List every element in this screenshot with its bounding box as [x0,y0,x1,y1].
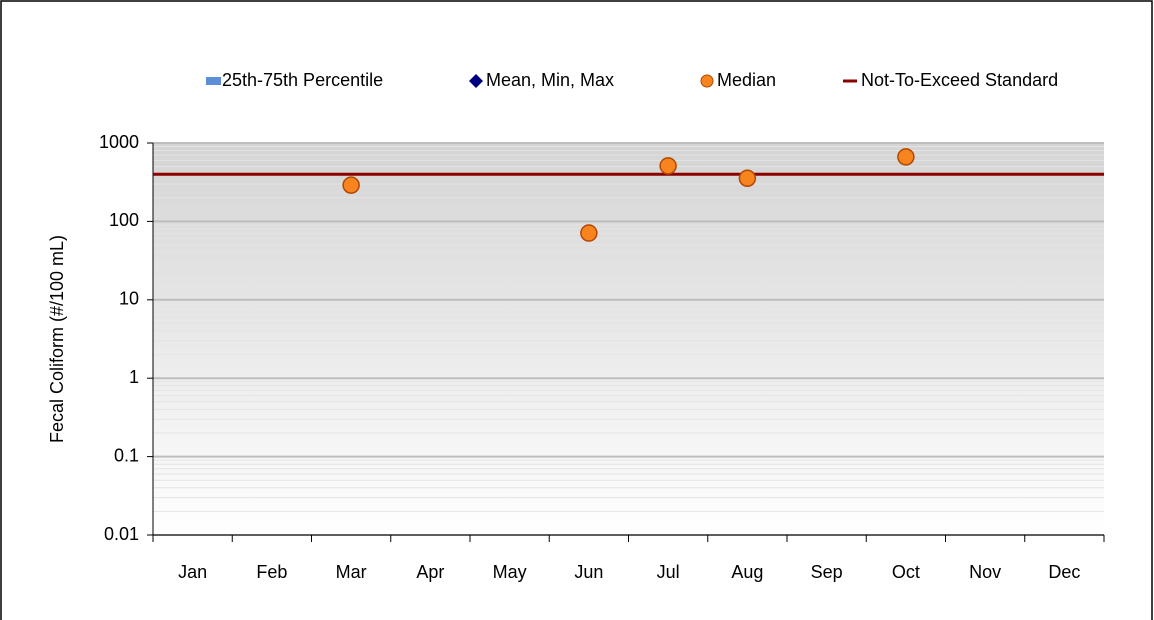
x-tick-label: Dec [1048,562,1080,582]
x-tick-label: Apr [416,562,444,582]
legend-swatch [469,74,483,88]
median-point [897,148,915,166]
legend-label: Not-To-Exceed Standard [861,70,1058,90]
x-tick-label: Jun [574,562,603,582]
x-tick-label: Nov [969,562,1001,582]
y-axis-label: Fecal Coliform (#/100 mL) [47,235,67,443]
x-tick-label: Aug [731,562,763,582]
plot-area [153,143,1104,535]
median-point [659,157,677,175]
legend-swatch [700,74,714,88]
median-point [342,176,360,194]
x-tick-label: Sep [811,562,843,582]
legend-swatch [206,77,221,85]
y-tick-label: 0.1 [114,445,139,465]
x-tick-label: Feb [256,562,287,582]
median-point [580,224,598,242]
y-tick-label: 1 [129,367,139,387]
y-tick-label: 0.01 [104,524,139,544]
x-tick-label: Oct [892,562,920,582]
x-tick-label: Jan [178,562,207,582]
y-tick-label: 100 [109,210,139,230]
x-tick-label: Mar [336,562,367,582]
x-tick-label: May [493,562,527,582]
median-point [738,169,757,188]
y-tick-label: 1000 [99,132,139,152]
legend-label: Mean, Min, Max [486,70,614,90]
legend-label: 25th-75th Percentile [222,70,383,90]
x-tick-label: Jul [657,562,680,582]
legend-label: Median [717,70,776,90]
y-tick-label: 10 [119,289,139,309]
